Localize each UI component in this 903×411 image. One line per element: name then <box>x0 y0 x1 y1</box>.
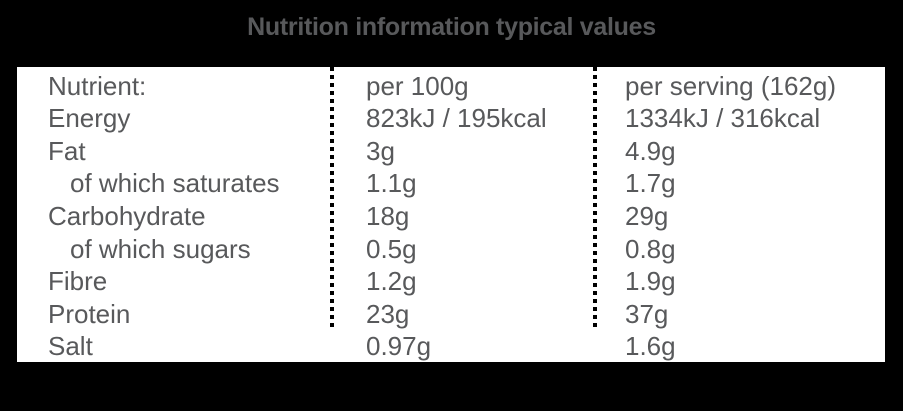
per-100g-value-cell: 18g <box>366 200 410 231</box>
table-row: Energy 823kJ / 195kcal 1334kJ / 316kcal <box>17 103 885 136</box>
per-serving-value-cell: 1.7g <box>625 168 676 199</box>
nutrient-name-cell: of which saturates <box>70 168 280 199</box>
per-serving-value-cell: 0.8g <box>625 233 676 264</box>
column-divider-dotted-1 <box>330 67 334 329</box>
table-header-row: Nutrient: per 100g per serving (162g) <box>17 70 885 103</box>
nutrient-name-cell: of which sugars <box>70 233 251 264</box>
table-row: Carbohydrate 18g 29g <box>17 200 885 233</box>
per-100g-value-cell: 823kJ / 195kcal <box>366 103 547 134</box>
label-title: Nutrition information typical values <box>247 13 656 41</box>
per-serving-value-cell: 29g <box>625 200 669 231</box>
per-100g-value-cell: 0.5g <box>366 233 417 264</box>
per-100g-value-cell: 23g <box>366 298 410 329</box>
column-header-nutrient: Nutrient: <box>48 70 147 101</box>
per-serving-value-cell: 37g <box>625 298 669 329</box>
nutrition-table-panel: Nutrient: per 100g per serving (162g) En… <box>17 67 885 362</box>
table-row: of which saturates 1.1g 1.7g <box>17 168 885 201</box>
per-serving-value-cell: 1334kJ / 316kcal <box>625 103 821 134</box>
table-row: of which sugars 0.5g 0.8g <box>17 233 885 266</box>
per-100g-value-cell: 1.2g <box>366 266 417 297</box>
nutrient-name-cell: Fat <box>48 135 86 166</box>
column-divider-dotted-2 <box>593 67 597 329</box>
per-serving-value-cell: 1.9g <box>625 266 676 297</box>
nutrient-name-cell: Salt <box>48 331 93 362</box>
per-serving-value-cell: 1.6g <box>625 331 676 362</box>
column-header-per-serving: per serving (162g) <box>625 70 836 101</box>
table-row: Fibre 1.2g 1.9g <box>17 265 885 298</box>
table-row: Protein 23g 37g <box>17 298 885 331</box>
nutrient-name-cell: Energy <box>48 103 131 134</box>
per-100g-value-cell: 1.1g <box>366 168 417 199</box>
table-row: Fat 3g 4.9g <box>17 135 885 168</box>
per-serving-value-cell: 4.9g <box>625 135 676 166</box>
nutrient-name-cell: Fibre <box>48 266 108 297</box>
column-header-per-100g: per 100g <box>366 70 469 101</box>
per-100g-value-cell: 3g <box>366 135 395 166</box>
table-row: Salt 0.97g 1.6g <box>17 330 885 363</box>
nutrient-name-cell: Protein <box>48 298 131 329</box>
nutrient-name-cell: Carbohydrate <box>48 200 206 231</box>
nutrition-table: Nutrient: per 100g per serving (162g) En… <box>17 70 885 363</box>
per-100g-value-cell: 0.97g <box>366 331 432 362</box>
